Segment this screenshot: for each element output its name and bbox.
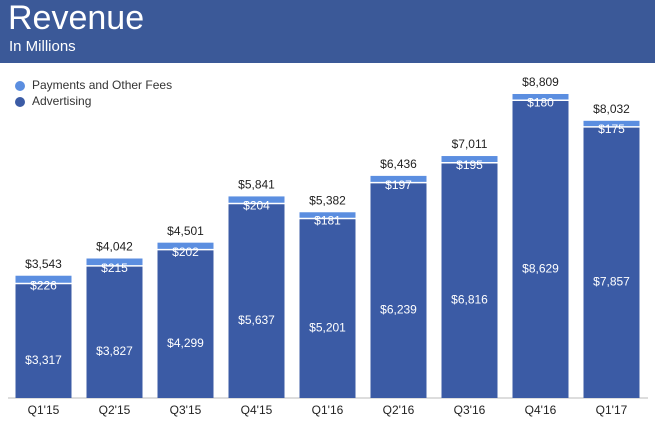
bar-segment — [583, 126, 640, 399]
bar-segment — [86, 258, 143, 266]
bar-segment — [157, 249, 214, 398]
value-label: $6,816 — [451, 293, 488, 307]
total-label: $7,011 — [452, 137, 488, 151]
x-tick-label: Q1'16 — [312, 403, 344, 417]
bar-segment — [86, 265, 143, 398]
legend-label: Advertising — [32, 94, 91, 108]
value-label: $3,317 — [25, 353, 62, 367]
total-label: $4,042 — [96, 240, 133, 254]
value-label: $180 — [527, 95, 554, 109]
total-label: $4,501 — [167, 224, 204, 238]
chart-title: Revenue — [8, 0, 144, 37]
bar-segment — [228, 196, 285, 204]
value-label: $202 — [172, 245, 199, 259]
value-label: $5,201 — [309, 320, 346, 334]
value-label: $215 — [101, 261, 128, 275]
x-tick-label: Q2'15 — [99, 403, 131, 417]
value-label: $3,827 — [96, 344, 133, 358]
legend-marker — [15, 81, 25, 91]
value-label: $197 — [385, 178, 412, 192]
total-label: $5,841 — [238, 178, 275, 192]
bar-segment — [228, 203, 285, 398]
value-label: $6,239 — [380, 303, 417, 317]
bar-segment — [441, 156, 498, 163]
total-label: $8,032 — [593, 102, 630, 116]
bar-segment — [512, 100, 569, 399]
bar-segment — [512, 93, 569, 101]
bar-segment — [370, 175, 427, 183]
value-label: $7,857 — [593, 275, 630, 289]
total-label: $6,436 — [380, 157, 417, 171]
total-label: $8,809 — [522, 75, 559, 89]
value-label: $226 — [30, 279, 57, 293]
value-label: $5,637 — [238, 313, 275, 327]
bar-segment — [15, 275, 72, 284]
x-tick-label: Q3'16 — [454, 403, 486, 417]
bar-segment — [15, 283, 72, 398]
x-tick-label: Q1'17 — [596, 403, 628, 417]
value-label: $195 — [456, 158, 483, 172]
x-tick-label: Q3'15 — [170, 403, 202, 417]
bar-segment — [299, 218, 356, 398]
value-label: $181 — [314, 214, 341, 228]
chart-subtitle: In Millions — [9, 38, 76, 55]
bar-segment — [370, 182, 427, 398]
header-band — [0, 0, 655, 63]
x-tick-label: Q2'16 — [383, 403, 415, 417]
bar-segment — [441, 162, 498, 398]
value-label: $204 — [243, 199, 270, 213]
x-tick-label: Q4'15 — [241, 403, 273, 417]
bar-segment — [157, 242, 214, 250]
legend-marker — [15, 97, 25, 107]
value-label: $8,629 — [522, 261, 559, 275]
total-label: $3,543 — [25, 257, 62, 271]
legend-label: Payments and Other Fees — [32, 78, 172, 92]
x-tick-label: Q1'15 — [28, 403, 60, 417]
bar-segment — [299, 212, 356, 219]
bar-segment — [583, 120, 640, 127]
total-label: $5,382 — [309, 193, 346, 207]
value-label: $4,299 — [167, 336, 204, 350]
x-tick-label: Q4'16 — [525, 403, 557, 417]
value-label: $175 — [598, 122, 625, 136]
